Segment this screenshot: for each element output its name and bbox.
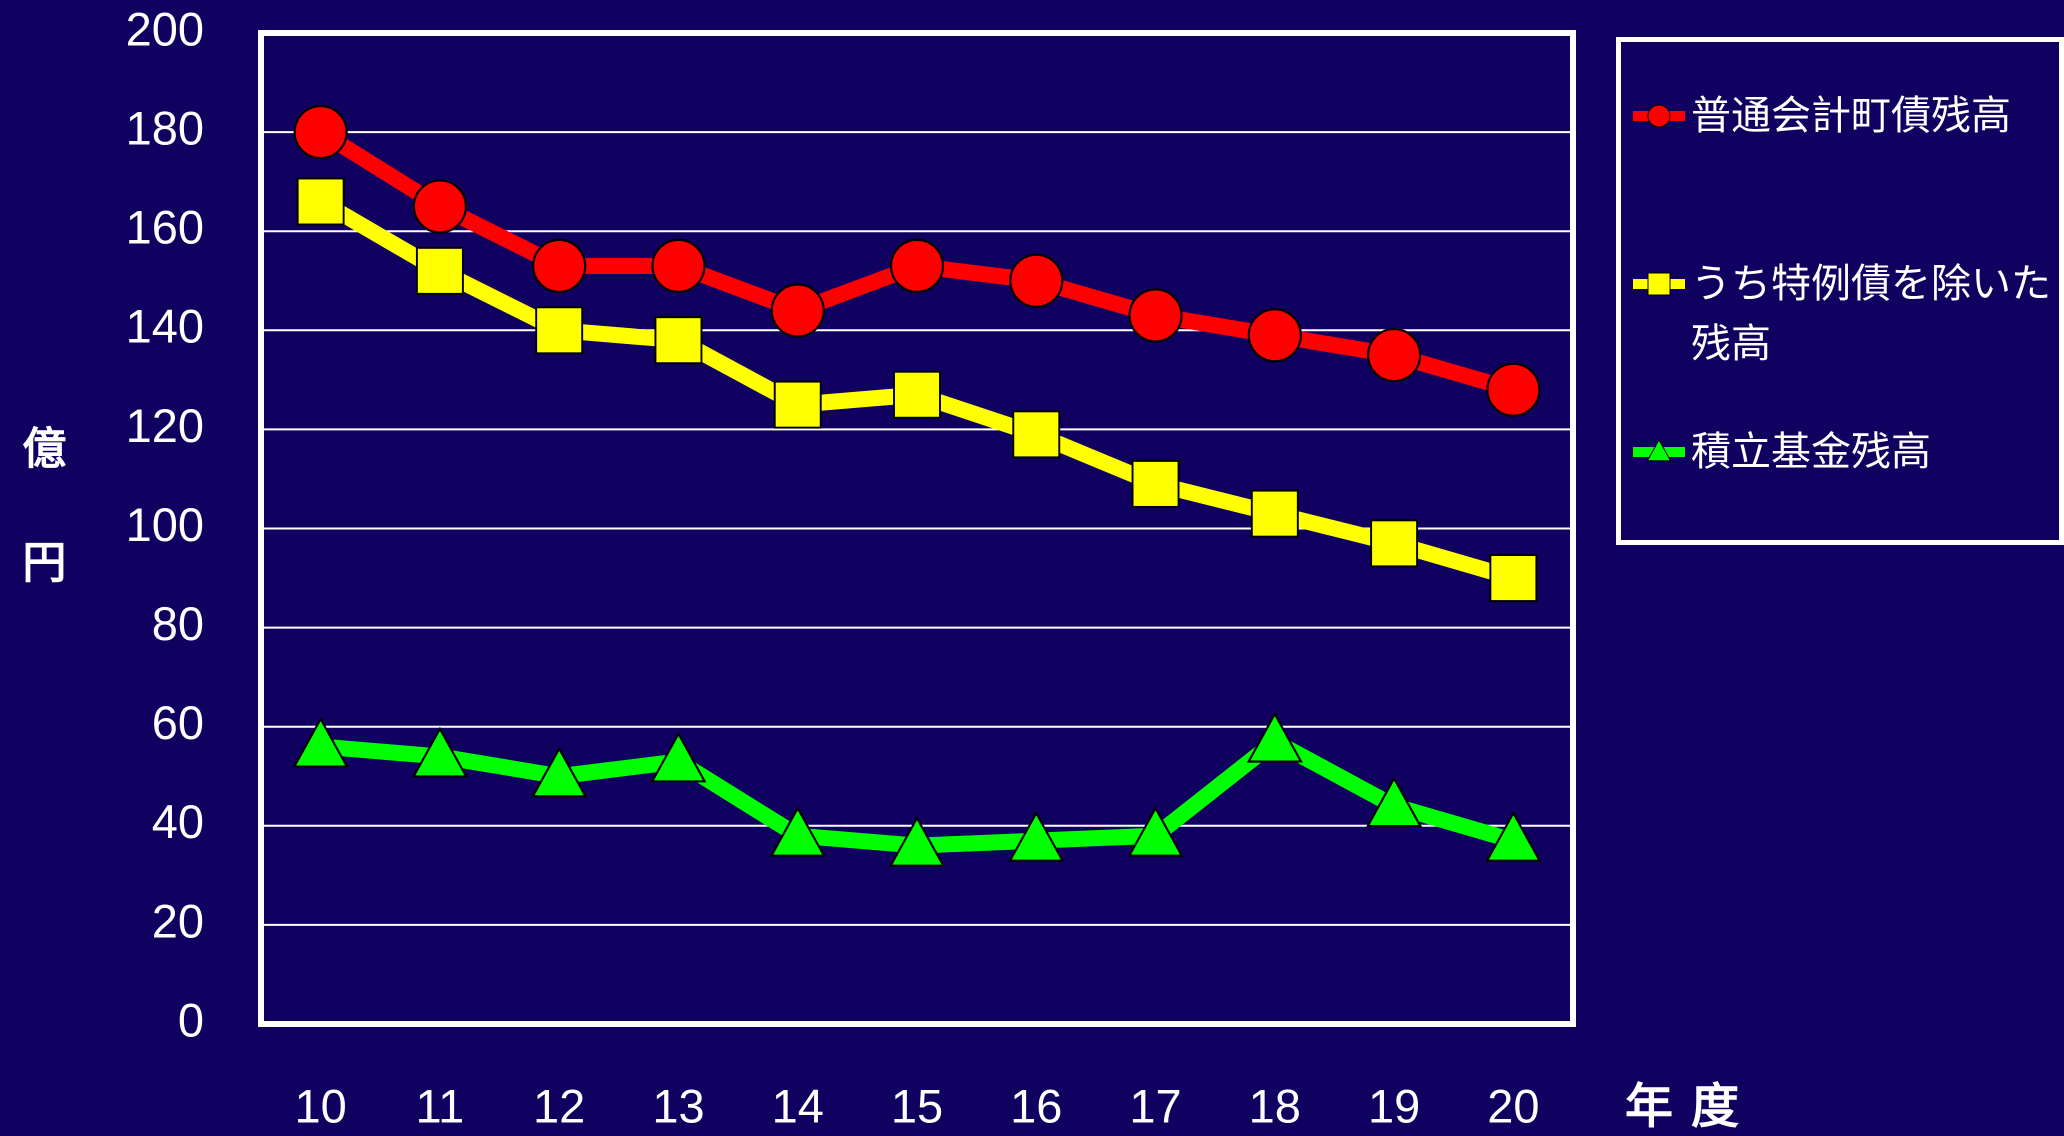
x-tick-label: 18 — [1249, 1079, 1301, 1132]
y-axis-label: 億円 — [15, 425, 66, 653]
marker — [769, 806, 826, 857]
marker — [1128, 288, 1183, 343]
y-tick-label: 160 — [126, 201, 204, 254]
legend-item: 積立基金残高 — [1621, 422, 2056, 482]
legend-label: 積立基金残高 — [1691, 429, 1931, 475]
marker — [1008, 811, 1065, 862]
x-tick-label: 12 — [533, 1079, 585, 1132]
legend-marker — [1633, 104, 1685, 128]
marker — [1370, 519, 1419, 568]
marker — [651, 238, 706, 293]
x-tick-label: 15 — [891, 1079, 943, 1132]
marker — [889, 238, 945, 293]
y-tick-label: 80 — [152, 597, 204, 650]
marker — [293, 105, 348, 160]
marker — [415, 246, 464, 295]
x-tick-label: 17 — [1129, 1079, 1181, 1132]
x-tick-label: 11 — [416, 1079, 465, 1132]
x-tick-label: 14 — [772, 1079, 824, 1132]
legend-label: 普通会計町債残高 — [1691, 93, 2011, 139]
x-axis-label: 年度 — [1625, 1081, 1757, 1134]
y-tick-label: 140 — [126, 300, 204, 353]
marker — [296, 177, 345, 226]
y-tick-label: 40 — [152, 795, 204, 848]
x-tick-label: 10 — [294, 1079, 346, 1132]
marker — [888, 815, 946, 867]
y-tick-label: 60 — [152, 696, 204, 749]
x-tick-label: 19 — [1368, 1079, 1420, 1132]
marker — [1131, 459, 1180, 508]
marker — [1250, 489, 1299, 538]
marker — [535, 306, 584, 355]
marker — [1366, 776, 1423, 828]
marker — [650, 731, 707, 783]
marker — [773, 380, 822, 429]
marker — [1367, 327, 1422, 383]
marker — [654, 316, 703, 365]
marker — [770, 283, 825, 338]
marker — [1489, 554, 1538, 603]
x-tick-label: 13 — [652, 1079, 704, 1132]
marker — [1246, 711, 1303, 763]
marker — [1486, 362, 1541, 417]
marker — [412, 179, 467, 234]
marker — [531, 746, 588, 798]
marker — [1247, 308, 1302, 363]
legend-label: うち特例債を除いた残高 — [1691, 261, 2051, 367]
y-tick-label: 0 — [178, 993, 204, 1046]
legend-item: うち特例債を除いた残高 — [1621, 254, 2056, 374]
legend-marker — [1633, 438, 1685, 462]
marker — [1009, 253, 1064, 308]
x-tick-label: 20 — [1487, 1079, 1539, 1132]
marker — [1647, 104, 1671, 128]
y-tick-label: 100 — [126, 498, 204, 551]
legend-marker — [1633, 272, 1685, 296]
marker — [1012, 410, 1061, 459]
y-tick-label: 20 — [152, 894, 204, 947]
marker — [411, 726, 468, 778]
x-tick-label: 16 — [1010, 1079, 1062, 1132]
marker — [893, 370, 941, 419]
marker — [1127, 806, 1184, 857]
marker — [1647, 272, 1671, 296]
y-tick-label: 120 — [126, 399, 204, 452]
legend: 普通会計町債残高うち特例債を除いた残高積立基金残高 — [1616, 37, 2064, 545]
y-tick-label: 200 — [126, 2, 204, 55]
legend-item: 普通会計町債残高 — [1621, 86, 2056, 146]
marker — [1646, 438, 1672, 462]
marker — [1485, 811, 1542, 862]
marker — [292, 716, 349, 768]
plot-border — [258, 30, 1576, 1027]
marker — [532, 238, 587, 293]
y-tick-label: 180 — [126, 102, 204, 155]
